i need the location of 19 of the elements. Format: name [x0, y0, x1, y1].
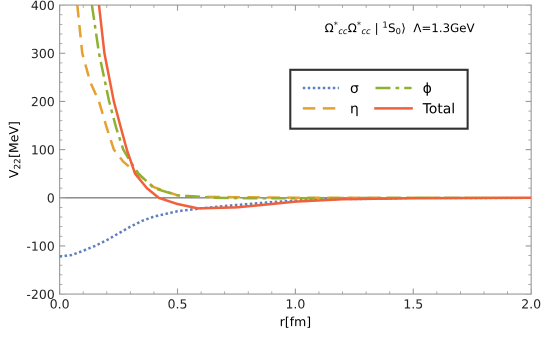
x-tick-label: 0.0	[50, 299, 69, 309]
y-tick-label: -100	[27, 241, 54, 251]
x-tick-label: 1.0	[286, 299, 304, 309]
y-tick-label: -200	[27, 290, 54, 300]
text: Ω$^{*}$$_{cc}$Ω$^{*}$$_{cc}$ | $^{1}$S$_{0}$⟩ Λ=1.3GeV	[325, 21, 474, 35]
legend-label: ϕ	[423, 82, 432, 96]
y-tick-label: 400	[32, 0, 54, 10]
y-tick-label: 300	[32, 48, 54, 58]
legend-label: Total	[422, 102, 454, 114]
x-tick-label: 2.0	[522, 299, 540, 309]
x-axis-title: r[fm]	[280, 316, 310, 328]
legend-label: σ	[350, 85, 358, 94]
y-tick-label: 100	[32, 145, 54, 155]
x-tick-label: 1.5	[404, 299, 422, 309]
legend-label: η	[351, 106, 358, 116]
y-axis-title: V$_{22}$[MeV]	[8, 122, 20, 178]
y-tick-label: 200	[32, 96, 54, 106]
x-tick-label: 0.5	[168, 299, 186, 309]
y-tick-label: 0	[48, 193, 54, 203]
